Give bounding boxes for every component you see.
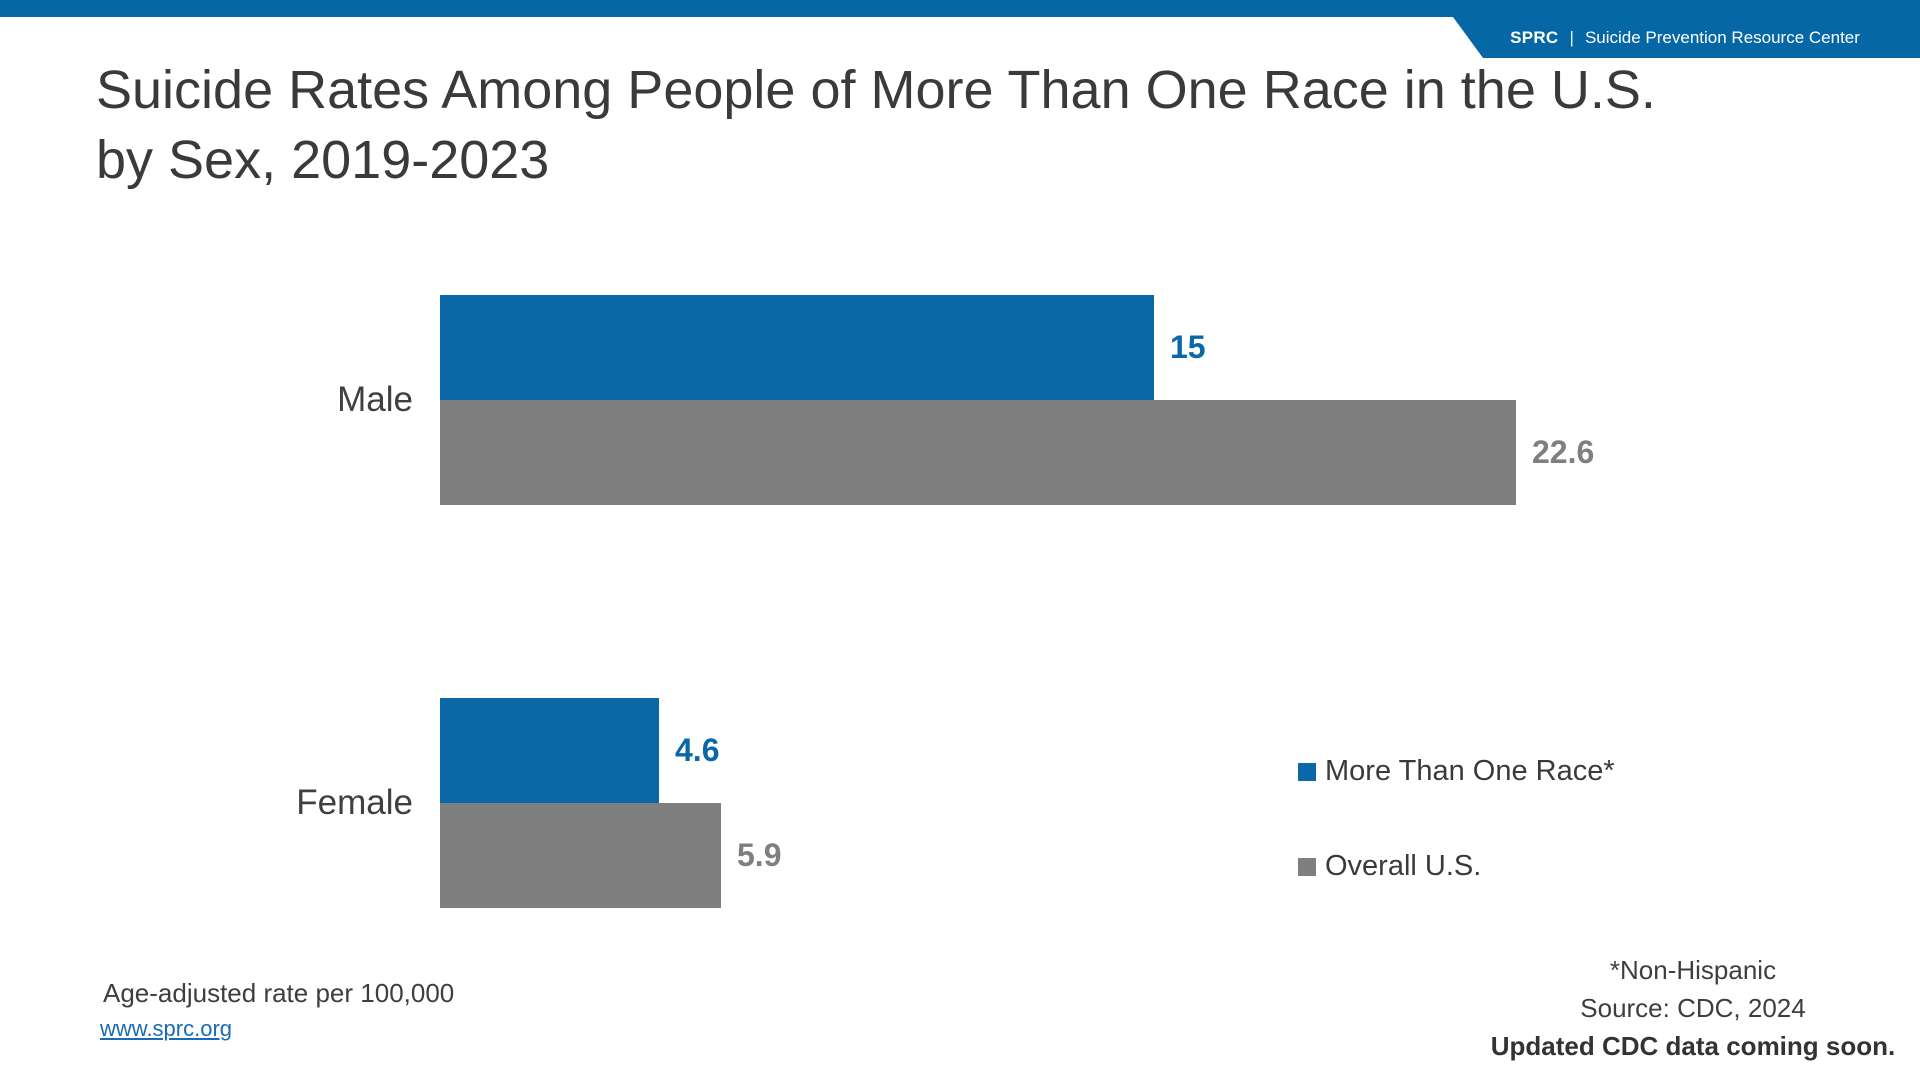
source-note: Source: CDC, 2024 (1580, 993, 1806, 1023)
legend-label: More Than One Race* (1325, 755, 1615, 787)
category-label-male: Male (337, 380, 413, 419)
legend-swatch-gray (1298, 857, 1316, 876)
value-label: 15 (1170, 329, 1206, 365)
sprc-logo-text: SPRC (1510, 27, 1559, 47)
sprc-org-link[interactable]: www.sprc.org (100, 1016, 233, 1041)
sprc-banner: SPRC | Suicide Prevention Resource Cente… (1453, 17, 1920, 58)
value-label: 5.9 (737, 837, 782, 873)
legend-label: Overall U.S. (1325, 850, 1482, 882)
value-label: 22.6 (1532, 434, 1595, 470)
category-label-female: Female (296, 783, 413, 822)
bar-male-more-than-one-race (440, 295, 1154, 400)
bar-male-overall-us (440, 400, 1516, 505)
non-hispanic-note: *Non-Hispanic (1609, 955, 1777, 985)
banner-separator: | (1569, 27, 1574, 47)
top-accent-strip (0, 0, 1920, 17)
banner-org-name: Suicide Prevention Resource Center (1584, 27, 1860, 47)
legend-item-overall-us: Overall U.S. (1298, 850, 1481, 883)
page-title-line2: by Sex, 2019-2023 (96, 130, 550, 190)
page-title: Suicide Rates Among People of More Than … (96, 55, 1656, 195)
legend-item-more-than-one-race: More Than One Race* (1298, 755, 1615, 788)
value-label: 4.6 (675, 732, 720, 768)
rate-footnote: Age-adjusted rate per 100,000 (103, 978, 455, 1008)
page-title-line1: Suicide Rates Among People of More Than … (96, 60, 1656, 120)
update-note: Updated CDC data coming soon. (1490, 1031, 1896, 1061)
source-footnote-block: *Non-Hispanic Source: CDC, 2024 Updated … (1473, 951, 1913, 1065)
legend-swatch-blue (1298, 762, 1316, 781)
bar-female-overall-us (440, 803, 721, 908)
bar-female-more-than-one-race (440, 698, 659, 803)
